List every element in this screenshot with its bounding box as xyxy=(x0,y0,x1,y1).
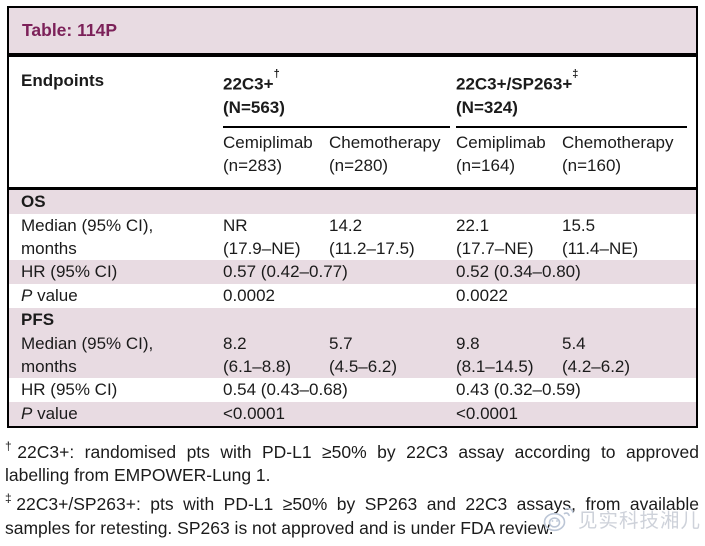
subcol-header: Cemiplimab (n=283) xyxy=(223,131,329,177)
group-n: (N=563) xyxy=(223,97,285,117)
median-cell: 15.5 (11.4–NE) xyxy=(562,215,639,258)
group-rule-right xyxy=(456,125,687,128)
group-rule-left xyxy=(223,125,450,128)
table-title-bar: Table: 114P xyxy=(7,6,698,55)
p-value: 0.0022 xyxy=(456,286,508,306)
row-os-header: OS xyxy=(9,189,696,214)
row-os-pvalue: P value 0.0002 0.0022 xyxy=(9,283,696,308)
median-cell: 8.2 (6.1–8.8) xyxy=(223,333,292,376)
median-cell: 9.8 (8.1–14.5) xyxy=(456,333,534,376)
hr-value: 0.57 (0.42–0.77) xyxy=(223,262,348,282)
footnote-dagger: †22C3+: randomised pts with PD-L1 ≥50% b… xyxy=(5,438,699,486)
subcol-header: Cemiplimab (n=164) xyxy=(456,131,562,177)
hr-value: 0.43 (0.32–0.59) xyxy=(456,380,581,400)
dagger-icon: † xyxy=(5,438,18,453)
median-cell: 22.1 (17.7–NE) xyxy=(456,215,534,258)
drug-name: Chemotherapy xyxy=(562,132,674,152)
footnote-double-dagger: ‡22C3+/SP263+: pts with PD-L1 ≥50% by SP… xyxy=(5,491,699,539)
drug-name: Cemiplimab xyxy=(456,132,546,152)
p-value: 0.0002 xyxy=(223,286,275,306)
subcolumn-header-row: Cemiplimab (n=283) Chemotherapy (n=280) … xyxy=(9,131,696,187)
section-title: PFS xyxy=(21,310,55,330)
table-title: Table: 114P xyxy=(22,20,118,40)
dagger-icon: † xyxy=(273,68,280,80)
drug-n: (n=164) xyxy=(456,155,516,175)
row-os-hr: HR (95% CI) 0.57 (0.42–0.77) 0.52 (0.34–… xyxy=(9,259,696,284)
subcol-header: Chemotherapy (n=160) xyxy=(562,131,696,177)
row-label: HR (95% CI) xyxy=(21,380,118,400)
median-cell: NR (17.9–NE) xyxy=(223,215,301,258)
row-label: P value xyxy=(21,404,78,424)
median-cell: 5.4 (4.2–6.2) xyxy=(562,333,631,376)
group-n: (N=324) xyxy=(456,97,518,117)
drug-n: (n=280) xyxy=(329,155,389,175)
group-label: 22C3+ xyxy=(223,74,274,94)
group-header-22c3-sp263: 22C3+/SP263+‡ (N=324) xyxy=(456,68,696,119)
row-os-median: Median (95% CI), months NR (17.9–NE) 14.… xyxy=(9,213,696,260)
hr-value: 0.52 (0.34–0.80) xyxy=(456,262,581,282)
row-label: Median (95% CI), months xyxy=(21,215,154,258)
row-label: P value xyxy=(21,286,78,306)
group-header-22c3: 22C3+† (N=563) xyxy=(223,68,456,119)
group-label: 22C3+/SP263+ xyxy=(456,74,573,94)
double-dagger-icon: ‡ xyxy=(5,491,17,506)
median-cell: 5.7 (4.5–6.2) xyxy=(329,333,398,376)
section-title: OS xyxy=(21,192,46,212)
group-rule-row xyxy=(9,119,696,131)
row-pfs-hr: HR (95% CI) 0.54 (0.43–0.68) 0.43 (0.32–… xyxy=(9,377,696,402)
spacer xyxy=(21,131,223,177)
p-value: <0.0001 xyxy=(456,404,518,424)
row-label: Median (95% CI), months xyxy=(21,333,154,376)
endpoints-header: Endpoints xyxy=(21,71,105,90)
subcol-header: Chemotherapy (n=280) xyxy=(329,131,456,177)
table-header: Endpoints 22C3+† (N=563) 22C3+/SP263+‡ (… xyxy=(9,57,696,190)
row-pfs-pvalue: P value <0.0001 <0.0001 xyxy=(9,401,696,426)
results-table: Endpoints 22C3+† (N=563) 22C3+/SP263+‡ (… xyxy=(7,54,698,428)
drug-n: (n=283) xyxy=(223,155,283,175)
row-pfs-median: Median (95% CI), months 8.2 (6.1–8.8) 5.… xyxy=(9,331,696,378)
drug-name: Chemotherapy xyxy=(329,132,441,152)
drug-n: (n=160) xyxy=(562,155,622,175)
double-dagger-icon: ‡ xyxy=(572,68,579,80)
footnotes: †22C3+: randomised pts with PD-L1 ≥50% b… xyxy=(5,435,699,541)
row-label: HR (95% CI) xyxy=(21,262,118,282)
group-header-row: Endpoints 22C3+† (N=563) 22C3+/SP263+‡ (… xyxy=(9,68,696,119)
drug-name: Cemiplimab xyxy=(223,132,313,152)
hr-value: 0.54 (0.43–0.68) xyxy=(223,380,348,400)
median-cell: 14.2 (11.2–17.5) xyxy=(329,215,415,258)
row-pfs-header: PFS xyxy=(9,307,696,332)
p-value: <0.0001 xyxy=(223,404,285,424)
